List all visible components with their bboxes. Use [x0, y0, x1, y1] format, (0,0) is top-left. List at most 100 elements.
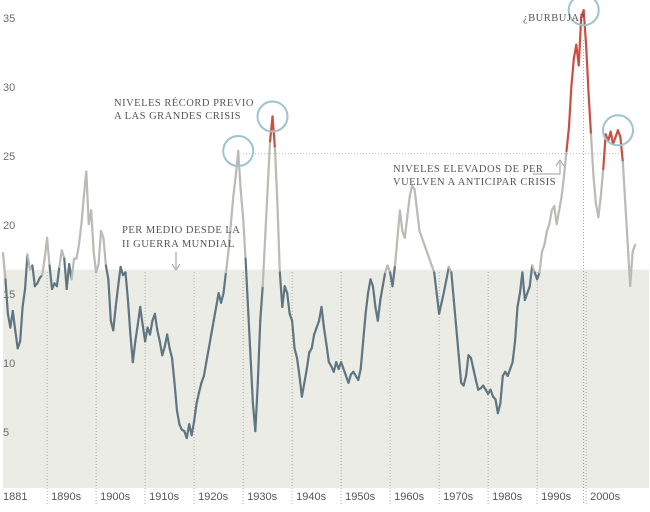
series-segment — [442, 278, 448, 293]
y-axis-ticks: 35 30 25 20 15 10 5 — [3, 13, 15, 439]
x-tick-label: 1920s — [198, 491, 228, 503]
series-segment — [310, 333, 316, 350]
series-segment — [264, 188, 269, 239]
average-band — [3, 269, 649, 488]
series-segment — [70, 257, 76, 281]
highlight-circle-1 — [222, 135, 255, 167]
series-segment — [565, 126, 571, 153]
series-segment — [381, 271, 387, 288]
series-segment — [320, 305, 326, 329]
series-segment — [362, 312, 367, 343]
series-segment — [94, 263, 100, 274]
series-segment — [237, 149, 242, 191]
decade-lines-layer — [46, 40, 587, 505]
series-segment — [104, 264, 110, 281]
series-segment — [134, 323, 139, 343]
annotation-average-line2: II GUERRA MUNDIAL — [122, 239, 235, 250]
series-segment — [11, 309, 17, 332]
series-layer — [1, 9, 637, 440]
series-segment — [582, 9, 588, 46]
series-segment — [528, 264, 534, 288]
series-segment — [224, 250, 230, 274]
series-segment — [281, 285, 286, 308]
series-segment — [207, 333, 213, 350]
series-segment — [366, 278, 372, 295]
series-segment — [371, 285, 377, 308]
series-segment — [261, 236, 267, 288]
record-guide-layer — [171, 153, 621, 271]
x-tick-label: 1930s — [247, 491, 277, 503]
series-segment — [506, 367, 512, 377]
series-segment — [31, 264, 36, 288]
y-tick-label: 30 — [3, 82, 15, 94]
x-tick-label: 1990s — [541, 491, 571, 503]
series-segment — [173, 381, 179, 412]
x-tick-label: 2000s — [590, 491, 620, 503]
series-segment — [75, 243, 81, 260]
series-segment — [175, 409, 181, 426]
elevated-arrow-head — [555, 159, 565, 167]
series-segment — [425, 250, 431, 260]
series-segment — [526, 285, 531, 295]
series-segment — [589, 133, 595, 177]
x-tick-label: 1960s — [394, 491, 424, 503]
series-segment — [535, 271, 541, 281]
x-tick-label: 1881 — [3, 491, 27, 503]
series-segment — [452, 298, 458, 329]
x-tick-label: 1910s — [149, 491, 179, 503]
series-segment — [97, 229, 103, 266]
series-segment — [16, 340, 22, 350]
series-segment — [256, 319, 262, 384]
series-segment — [107, 278, 112, 322]
series-segment — [386, 264, 392, 274]
series-segment — [168, 347, 174, 360]
series-segment — [499, 374, 504, 405]
series-segment — [629, 250, 634, 288]
series-segment — [259, 285, 264, 322]
series-segment — [428, 257, 433, 267]
series-segment — [227, 223, 232, 253]
series-segment — [376, 298, 382, 322]
series-segment — [584, 43, 590, 95]
series-segment — [156, 329, 161, 343]
series-segment — [616, 129, 622, 139]
series-segment — [438, 301, 443, 315]
series-segment — [170, 356, 176, 384]
annotation-bubble: ¿BURBUJA? — [523, 13, 585, 24]
series-segment — [545, 223, 551, 233]
y-tick-label: 25 — [3, 151, 15, 163]
series-segment — [408, 184, 414, 198]
series-segment — [548, 209, 553, 226]
highlight-circle-3 — [567, 0, 600, 27]
series-segment — [148, 319, 154, 336]
series-segment — [242, 216, 247, 260]
series-segment — [592, 174, 598, 205]
series-segment — [433, 271, 438, 295]
series-segment — [315, 319, 321, 329]
series-segment — [200, 374, 205, 384]
x-tick-label: 1890s — [51, 491, 81, 503]
series-segment — [244, 257, 250, 308]
series-segment — [599, 167, 605, 198]
series-segment — [246, 305, 252, 357]
series-segment — [415, 209, 421, 233]
series-segment — [313, 326, 318, 336]
annotation-average-line1: PER MEDIO DESDE LA — [122, 225, 240, 236]
series-segment — [631, 243, 637, 253]
series-segment — [41, 257, 46, 277]
series-segment — [406, 195, 411, 219]
series-segment — [85, 170, 90, 226]
series-segment — [611, 136, 617, 146]
average-arrow-head — [171, 263, 181, 271]
series-segment — [232, 174, 237, 198]
series-segment — [210, 319, 215, 336]
series-segment — [144, 326, 149, 343]
x-tick-label: 1940s — [296, 491, 326, 503]
series-segment — [538, 250, 544, 274]
series-segment — [489, 388, 495, 398]
series-segment — [205, 347, 210, 364]
average-band-layer — [3, 269, 649, 488]
series-segment — [558, 195, 563, 212]
series-segment — [357, 367, 362, 382]
